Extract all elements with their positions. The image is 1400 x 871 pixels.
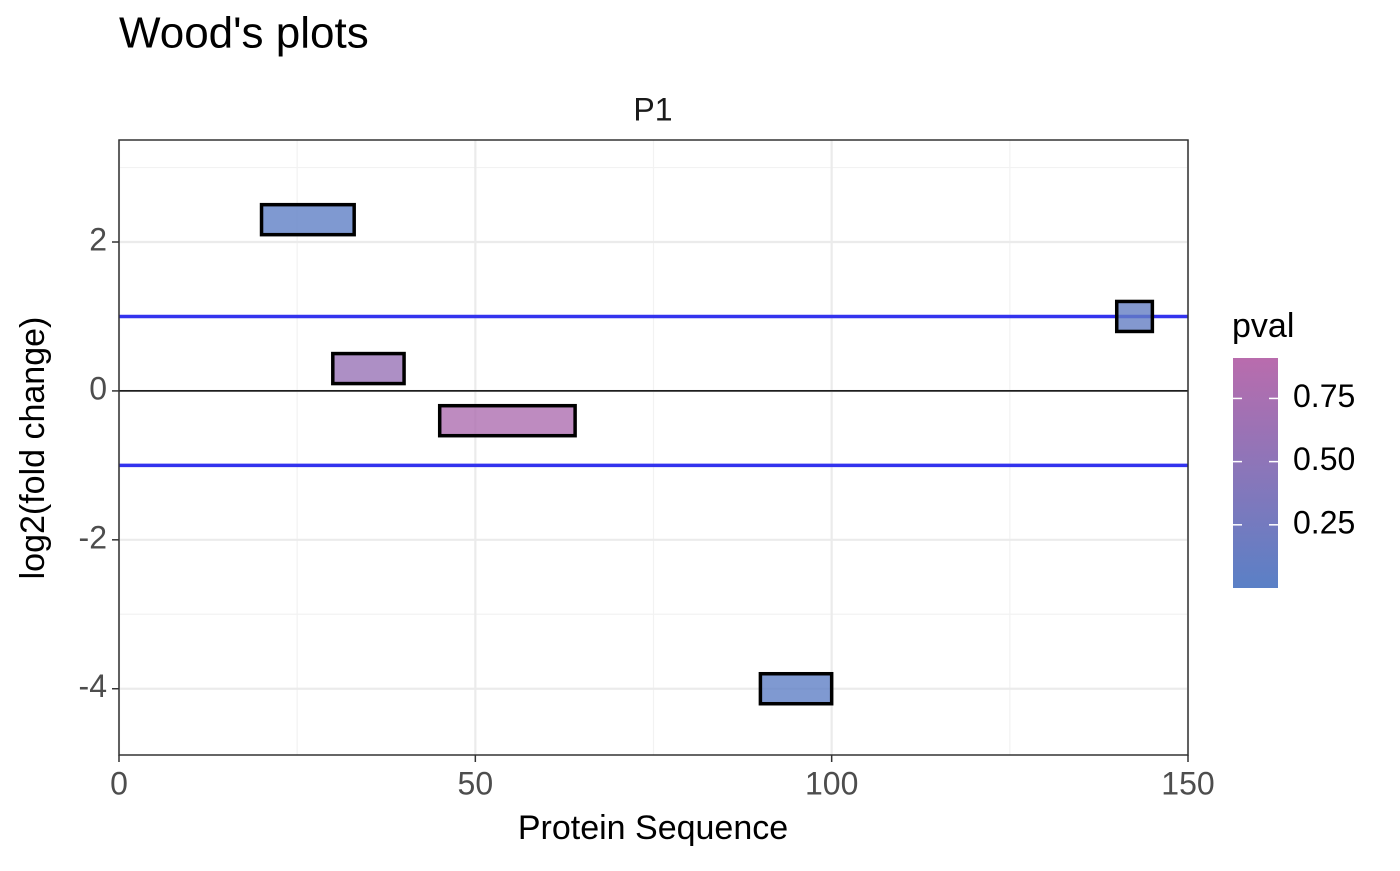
peptide-bar [758, 671, 834, 706]
facet-label: P1 [633, 91, 672, 127]
x-tick-label: 0 [110, 765, 128, 801]
x-tick-label: 100 [805, 765, 858, 801]
colorbar [1233, 358, 1278, 588]
y-tick-label: 2 [89, 221, 107, 257]
peptide-bar [1114, 299, 1155, 334]
x-tick-label: 150 [1161, 765, 1214, 801]
peptide-bar [331, 351, 406, 386]
y-tick-label: -4 [79, 668, 107, 704]
legend-title: pval [1232, 307, 1294, 345]
chart-title: Wood's plots [119, 9, 369, 58]
x-tick-label: 50 [458, 765, 494, 801]
panel-border [118, 139, 1189, 756]
y-tick-label: -2 [79, 519, 107, 555]
colorbar-tick-label: 0.50 [1293, 441, 1355, 477]
y-axis-label: log2(fold change) [14, 317, 52, 580]
x-axis-label: Protein Sequence [518, 809, 788, 847]
y-tick-label: 0 [89, 370, 107, 406]
colorbar-tick-label: 0.75 [1293, 378, 1355, 414]
peptide-bar [259, 202, 356, 237]
peptide-bar [437, 403, 577, 438]
colorbar-tick-label: 0.25 [1293, 504, 1355, 540]
